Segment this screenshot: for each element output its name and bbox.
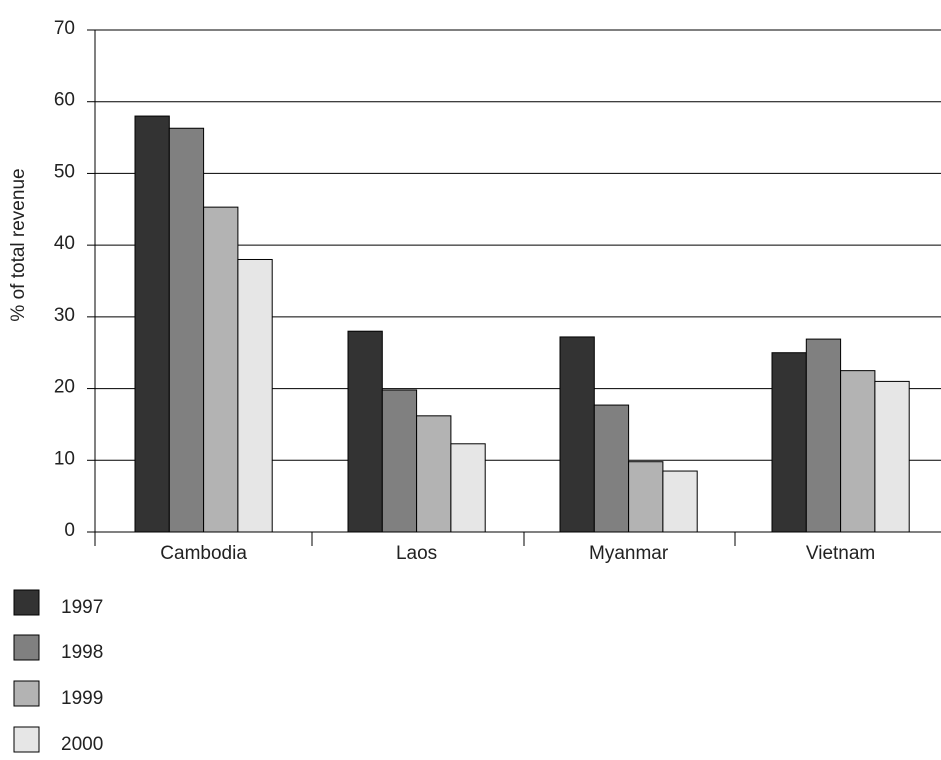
bar-myanmar-2000 <box>662 470 698 533</box>
bar-vietnam-1997 <box>771 352 807 533</box>
legend-label: 2000 <box>61 734 103 755</box>
bar-laos-1999 <box>416 415 452 533</box>
x-category-label: Cambodia <box>160 543 247 564</box>
bar-myanmar-1998 <box>593 404 630 533</box>
y-tick-label: 60 <box>54 90 75 111</box>
y-tick-label: 40 <box>54 233 75 254</box>
legend: 1997 1998 1999 2000 <box>13 589 103 755</box>
legend-label: 1999 <box>61 688 103 709</box>
y-tick-labels: 0 10 20 30 40 50 60 70 <box>54 18 75 541</box>
legend-swatch-1997 <box>13 589 40 616</box>
bar-myanmar-1999 <box>628 461 664 533</box>
y-tick-label: 30 <box>54 305 75 326</box>
bar-cambodia-1997 <box>134 115 170 533</box>
bar-myanmar-1997 <box>559 336 595 533</box>
bar-vietnam-1999 <box>840 370 876 533</box>
y-axis-title: % of total revenue <box>8 168 29 321</box>
axes <box>94 30 941 546</box>
bar-cambodia-1998 <box>168 127 205 533</box>
bar-vietnam-1998 <box>805 338 842 533</box>
bar-vietnam-2000 <box>874 380 910 533</box>
legend-label: 1997 <box>61 597 103 618</box>
x-category-label: Vietnam <box>806 543 875 564</box>
y-tick-label: 10 <box>54 448 75 469</box>
y-tick-label: 20 <box>54 377 75 398</box>
x-category-label: Laos <box>396 543 437 564</box>
legend-swatch-2000 <box>13 726 40 753</box>
bar-cambodia-2000 <box>237 258 273 533</box>
bar-cambodia-1999 <box>203 206 239 533</box>
legend-swatch-1999 <box>13 680 40 707</box>
y-tick-label: 0 <box>64 520 75 541</box>
y-tick-label: 70 <box>54 18 75 39</box>
bar-laos-1998 <box>381 389 418 533</box>
legend-swatch-1998 <box>13 634 40 661</box>
x-category-labels: Cambodia Laos Myanmar Vietnam <box>160 543 875 564</box>
x-category-label: Myanmar <box>589 543 669 564</box>
legend-label: 1998 <box>61 642 103 663</box>
bar-laos-1997 <box>347 330 383 533</box>
bars <box>134 115 910 533</box>
bar-laos-2000 <box>450 443 486 533</box>
y-tick-label: 50 <box>54 161 75 182</box>
